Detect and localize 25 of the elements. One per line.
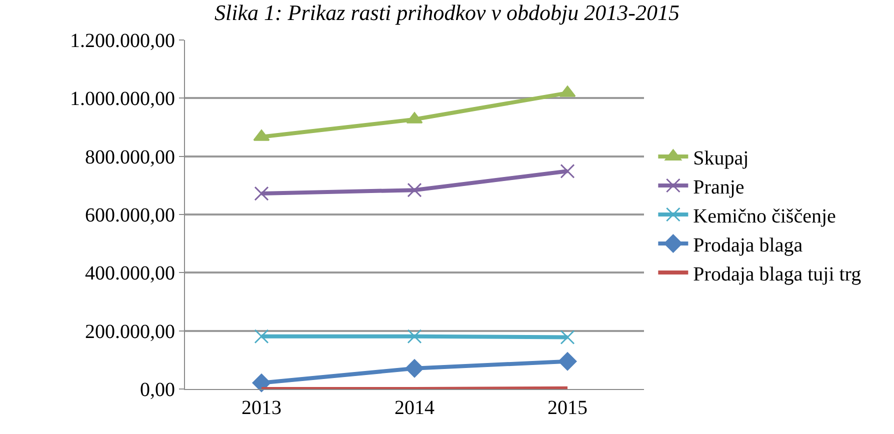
- legend-label: Kemično čiščenje: [693, 205, 836, 228]
- x-tick-label: 2015: [548, 397, 588, 419]
- legend-label: Skupaj: [693, 147, 749, 170]
- y-tick-label: 1.200.000,00: [70, 30, 175, 52]
- point: [405, 359, 424, 378]
- x-tick-label: 2013: [242, 397, 282, 419]
- legend-label: Prodaja blaga tuji trg: [693, 263, 862, 286]
- y-tick-label: 1.000.000,00: [70, 88, 175, 110]
- y-tick-label: 600.000,00: [85, 204, 175, 226]
- point: [252, 374, 271, 392]
- point: [254, 329, 269, 344]
- point: [560, 164, 575, 178]
- chart-title: Slika 1: Prikaz rasti prihodkov v obdobju 2013-2015: [214, 0, 680, 25]
- point: [558, 352, 577, 371]
- y-tick-label: 400.000,00: [85, 262, 175, 285]
- y-tick-label: 200.000,00: [85, 320, 175, 343]
- point: [254, 186, 269, 201]
- point: [407, 182, 422, 198]
- point: [407, 329, 422, 344]
- y-tick-label: 0,00: [140, 379, 175, 401]
- legend-label: Pranje: [693, 176, 744, 198]
- point: [560, 330, 575, 344]
- x-tick-label: 2014: [394, 397, 434, 419]
- y-tick-label: 800.000,00: [85, 146, 175, 168]
- legend-label: Prodaja blaga: [693, 234, 803, 256]
